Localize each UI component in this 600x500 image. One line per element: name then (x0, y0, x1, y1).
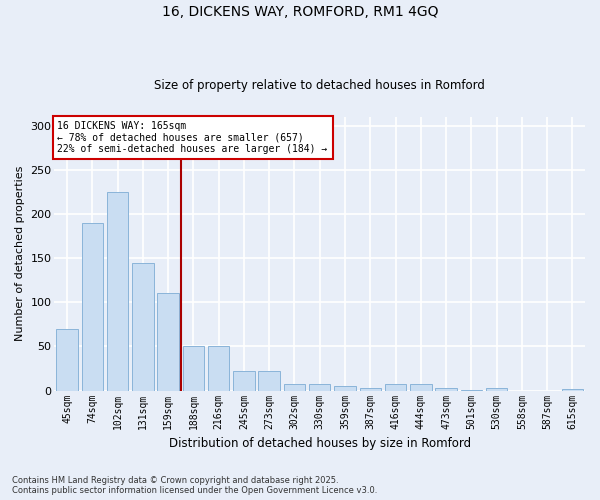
Text: Contains HM Land Registry data © Crown copyright and database right 2025.
Contai: Contains HM Land Registry data © Crown c… (12, 476, 377, 495)
Bar (284, 384, 305, 390)
Bar (359, 388, 381, 390)
Bar (309, 384, 331, 390)
Title: Size of property relative to detached houses in Romford: Size of property relative to detached ho… (154, 79, 485, 92)
Bar (157, 294, 179, 390)
Bar (486, 388, 508, 390)
Text: 16, DICKENS WAY, ROMFORD, RM1 4GQ: 16, DICKENS WAY, ROMFORD, RM1 4GQ (162, 5, 438, 19)
Bar (107, 192, 128, 390)
X-axis label: Distribution of detached houses by size in Romford: Distribution of detached houses by size … (169, 437, 471, 450)
Bar (385, 384, 406, 390)
Text: 16 DICKENS WAY: 165sqm
← 78% of detached houses are smaller (657)
22% of semi-de: 16 DICKENS WAY: 165sqm ← 78% of detached… (58, 121, 328, 154)
Bar (259, 371, 280, 390)
Bar (233, 371, 254, 390)
Y-axis label: Number of detached properties: Number of detached properties (15, 166, 25, 342)
Bar (132, 262, 154, 390)
Bar (562, 389, 583, 390)
Bar (182, 346, 204, 391)
Bar (334, 386, 356, 390)
Bar (82, 223, 103, 390)
Bar (56, 329, 78, 390)
Bar (410, 384, 431, 390)
Bar (436, 388, 457, 390)
Bar (208, 346, 229, 391)
